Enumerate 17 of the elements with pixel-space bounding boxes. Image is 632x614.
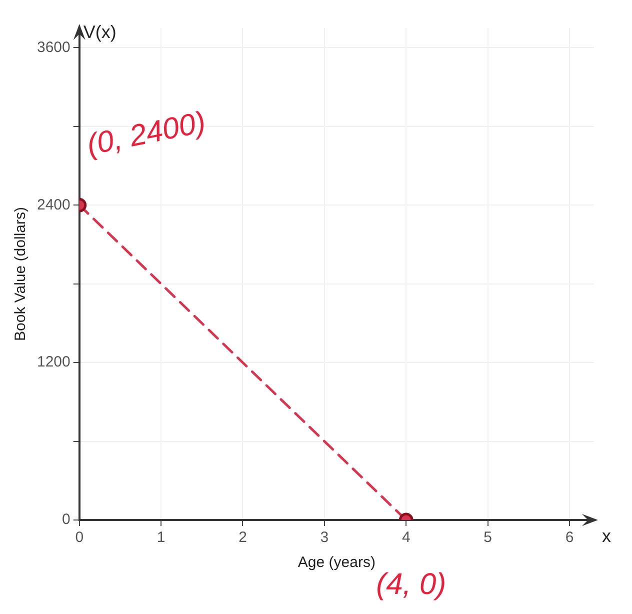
y-axis-title: Book Value (dollars) bbox=[12, 207, 30, 341]
x-tick-label: 4 bbox=[402, 529, 410, 546]
x-tick-label: 0 bbox=[75, 529, 84, 546]
x-tick-label: 2 bbox=[238, 529, 247, 546]
annotation: V(x) bbox=[83, 22, 116, 42]
x-axis-title: Age (years) bbox=[298, 554, 376, 572]
x-tick-label: 3 bbox=[320, 529, 329, 546]
y-tick-label: 0 bbox=[62, 511, 70, 528]
text: x bbox=[602, 526, 611, 546]
y-tick-label: 2400 bbox=[36, 196, 70, 214]
x-tick-label: 5 bbox=[484, 529, 492, 546]
y-tick-label: 1200 bbox=[36, 354, 70, 371]
x-tick-label: 6 bbox=[565, 529, 574, 546]
x-tick-label: 1 bbox=[156, 529, 166, 546]
annotation: (4, 0) bbox=[376, 568, 446, 601]
annotation: (0, 2400) bbox=[84, 106, 208, 162]
y-tick-label: 3600 bbox=[36, 38, 70, 56]
